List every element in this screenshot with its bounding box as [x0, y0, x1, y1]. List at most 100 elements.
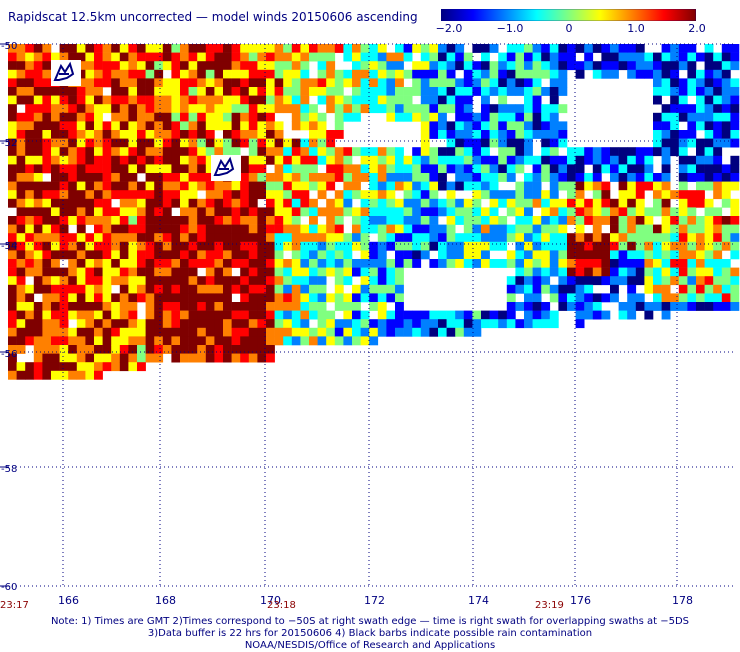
- wind-difference-cell: [223, 87, 232, 96]
- wind-difference-cell: [506, 155, 516, 165]
- wind-difference-cell: [463, 112, 473, 122]
- wind-difference-cell: [223, 233, 232, 243]
- wind-difference-cell: [670, 52, 680, 62]
- wind-difference-cell: [68, 138, 78, 148]
- wind-difference-cell: [205, 155, 215, 165]
- wind-difference-cell: [257, 147, 267, 157]
- wind-difference-cell: [197, 112, 207, 122]
- wind-difference-cell: [137, 207, 146, 217]
- wind-difference-cell: [498, 112, 508, 122]
- wind-difference-cell: [119, 121, 129, 131]
- wind-difference-cell: [627, 181, 637, 191]
- wind-difference-cell: [455, 207, 465, 217]
- wind-difference-cell: [16, 302, 26, 311]
- wind-difference-cell: [137, 147, 146, 157]
- wind-difference-cell: [687, 121, 697, 131]
- wind-difference-cell: [627, 267, 637, 277]
- wind-difference-cell: [188, 147, 198, 157]
- wind-difference-cell: [360, 190, 370, 200]
- wind-difference-cell: [446, 78, 456, 88]
- wind-difference-cell: [128, 327, 138, 337]
- wind-difference-cell: [137, 181, 146, 191]
- wind-difference-cell: [59, 319, 69, 329]
- wind-difference-cell: [420, 224, 430, 234]
- wind-difference-cell: [188, 164, 198, 174]
- wind-difference-cell: [575, 198, 585, 208]
- wind-difference-cell: [51, 104, 60, 114]
- wind-difference-cell: [111, 216, 121, 225]
- wind-difference-cell: [85, 310, 95, 320]
- wind-difference-cell: [412, 155, 422, 165]
- wind-difference-cell: [575, 293, 585, 303]
- wind-difference-cell: [257, 173, 267, 182]
- wind-difference-cell: [730, 293, 740, 303]
- wind-difference-cell: [94, 207, 103, 217]
- wind-difference-cell: [498, 69, 508, 79]
- wind-difference-cell: [42, 138, 52, 148]
- wind-difference-cell: [51, 224, 60, 234]
- wind-difference-cell: [51, 310, 60, 320]
- wind-difference-cell: [248, 241, 258, 251]
- wind-difference-cell: [635, 198, 645, 208]
- wind-difference-cell: [713, 267, 723, 277]
- wind-difference-cell: [730, 52, 740, 62]
- wind-difference-cell: [42, 276, 52, 286]
- wind-difference-cell: [558, 61, 568, 71]
- wind-difference-cell: [111, 155, 121, 165]
- wind-difference-cell: [601, 69, 611, 79]
- wind-difference-cell: [102, 336, 112, 346]
- wind-difference-cell: [369, 302, 379, 311]
- wind-difference-cell: [197, 44, 207, 53]
- wind-difference-cell: [119, 276, 129, 286]
- wind-difference-cell: [240, 310, 250, 320]
- wind-difference-cell: [231, 121, 241, 131]
- wind-difference-cell: [704, 233, 714, 243]
- wind-difference-cell: [506, 319, 516, 329]
- wind-difference-cell: [524, 104, 533, 114]
- wind-difference-cell: [223, 216, 232, 225]
- time-label: 23:18: [267, 600, 296, 611]
- wind-difference-cell: [704, 181, 714, 191]
- wind-difference-cell: [386, 207, 396, 217]
- wind-difference-cell: [721, 181, 731, 191]
- wind-difference-cell: [369, 147, 379, 157]
- wind-difference-cell: [455, 61, 465, 71]
- wind-difference-cell: [377, 52, 387, 62]
- wind-difference-cell: [558, 267, 568, 277]
- wind-difference-cell: [403, 319, 413, 329]
- wind-difference-cell: [515, 284, 525, 294]
- wind-difference-cell: [8, 241, 17, 251]
- wind-difference-cell: [68, 336, 78, 346]
- wind-difference-cell: [240, 190, 250, 200]
- wind-difference-cell: [360, 69, 370, 79]
- wind-difference-cell: [704, 112, 714, 122]
- wind-difference-cell: [661, 224, 671, 234]
- wind-difference-cell: [627, 52, 637, 62]
- wind-difference-cell: [584, 284, 594, 294]
- wind-difference-cell: [59, 336, 69, 346]
- wind-difference-cell: [145, 173, 155, 182]
- wind-difference-cell: [704, 78, 714, 88]
- wind-difference-cell: [343, 198, 353, 208]
- wind-difference-cell: [661, 181, 671, 191]
- wind-difference-cell: [145, 259, 155, 268]
- wind-difference-cell: [352, 147, 361, 157]
- wind-difference-cell: [627, 155, 637, 165]
- wind-difference-cell: [51, 121, 60, 131]
- wind-difference-cell: [386, 284, 396, 294]
- wind-difference-cell: [541, 207, 551, 217]
- wind-difference-cell: [334, 78, 344, 88]
- wind-difference-cell: [713, 276, 723, 286]
- wind-difference-cell: [601, 147, 611, 157]
- wind-difference-cell: [231, 345, 241, 354]
- wind-difference-cell: [266, 327, 275, 337]
- wind-difference-cell: [334, 216, 344, 225]
- wind-difference-cell: [592, 224, 602, 234]
- wind-difference-cell: [455, 250, 465, 260]
- wind-difference-cell: [51, 259, 60, 268]
- wind-difference-cell: [369, 224, 379, 234]
- wind-difference-cell: [231, 276, 241, 286]
- lat-label: -52: [1, 138, 17, 149]
- wind-difference-cell: [51, 284, 60, 294]
- wind-difference-cell: [248, 233, 258, 243]
